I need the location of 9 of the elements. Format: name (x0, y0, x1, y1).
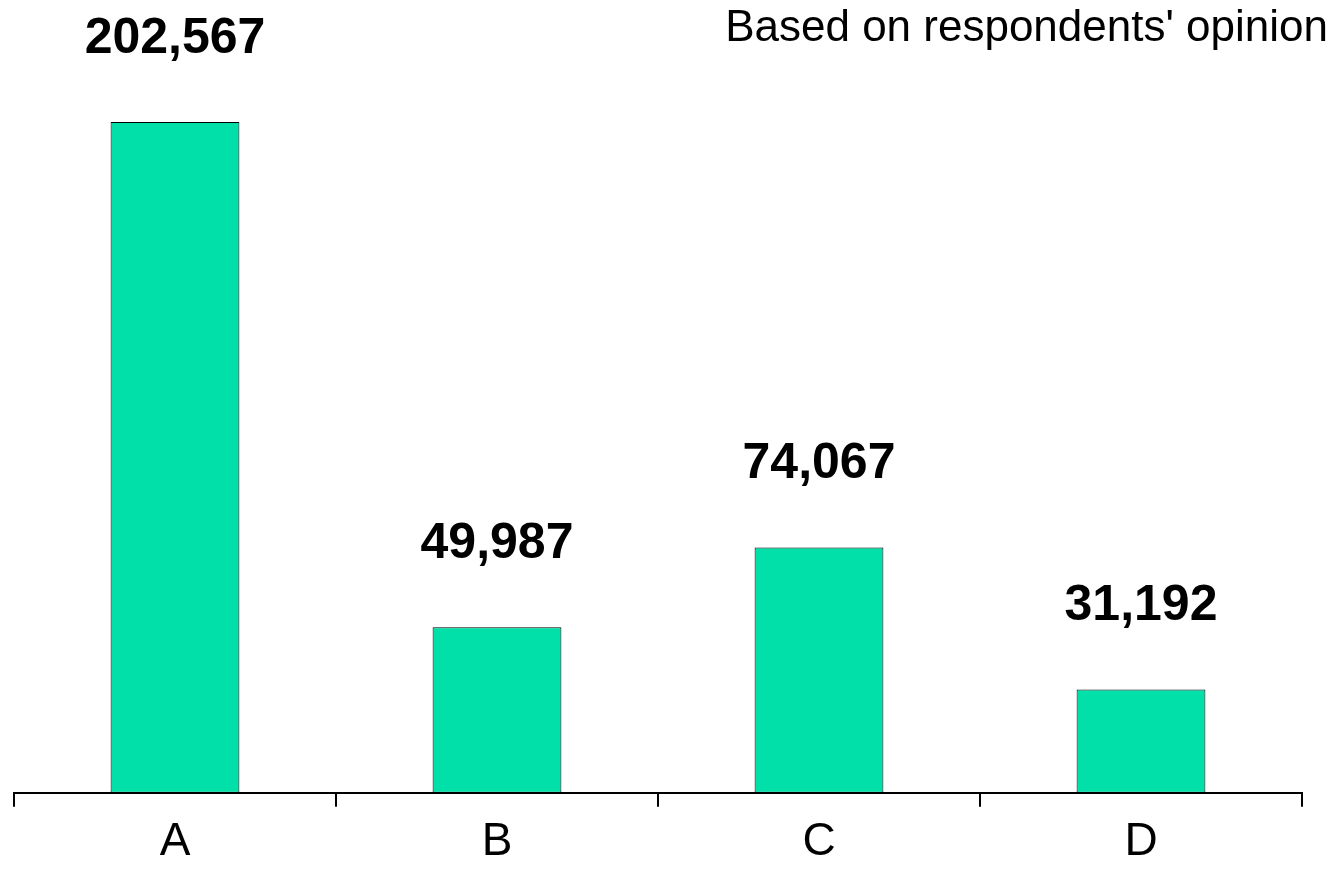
data-label: 31,192 (1064, 575, 1218, 632)
x-tick-label: A (159, 813, 191, 866)
x-tick-label: B (481, 813, 513, 866)
chart-subtitle: Based on respondents' opinion (725, 1, 1328, 51)
data-label: 74,067 (742, 433, 896, 490)
x-tick-label: D (1124, 813, 1158, 866)
data-label: 202,567 (84, 7, 266, 64)
x-tick-label: C (802, 813, 836, 866)
data-label: 49,987 (420, 513, 574, 570)
